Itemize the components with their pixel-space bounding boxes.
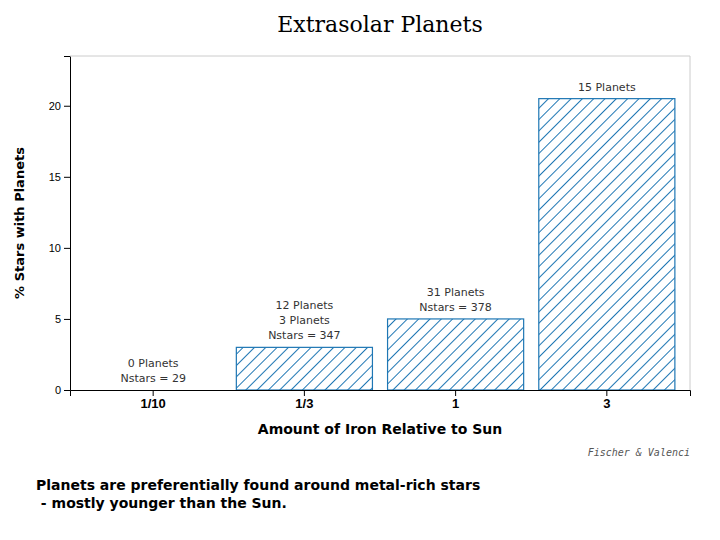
x-tick-mark: [153, 390, 154, 396]
annotation: Nstars = 29: [120, 372, 185, 385]
bar: [539, 99, 675, 390]
frame-top: [70, 56, 690, 57]
caption-line: - mostly younger than the Sun.: [36, 495, 287, 511]
annotation: 0 Planets: [128, 357, 179, 370]
plot: 0 5 10 15 20 1/10 1/3 1 3 Nstars = 29 Nstars = 347…: [12, 56, 691, 458]
y-tick: 20: [49, 100, 70, 112]
y-tick: 5: [55, 313, 70, 325]
annotation: Nstars = 378: [419, 301, 491, 314]
annotation: 15 Planets: [578, 81, 636, 94]
y-tick-label: 10: [49, 242, 61, 254]
chart: 0 5 10 15 20 1/10 1/3 1 3 Nstars = 29 Nstars = 347…: [0, 0, 720, 540]
x-axis-line: [71, 391, 691, 397]
bar: [388, 319, 524, 390]
y-tick: 15: [49, 171, 70, 183]
x-tick: 1: [452, 390, 459, 411]
annotation: Nstars = 347: [268, 329, 340, 342]
x-tick-label: 1/3: [295, 396, 313, 411]
bar: [85, 389, 221, 390]
x-tick: 3: [603, 390, 610, 411]
x-axis: 1/10 1/3 1 3: [71, 390, 691, 411]
x-tick-mark: [304, 390, 305, 396]
y-tick-label: 0: [55, 384, 61, 396]
y-tick-mark: [64, 248, 70, 249]
annotation: 31 Planets: [427, 286, 485, 299]
x-tick: 1/3: [295, 390, 313, 411]
frame-right: [690, 56, 691, 390]
annotation: 3 Planets: [279, 314, 330, 327]
y-tick: 10: [49, 242, 70, 254]
y-tick-mark: [64, 319, 70, 320]
y-tick-label: 20: [49, 100, 61, 112]
y-axis: 0 5 10 15 20: [49, 57, 71, 397]
x-tick-label: 3: [603, 396, 610, 411]
bar: [236, 347, 372, 390]
x-tick: 1/10: [141, 390, 166, 411]
x-axis-title: Amount of Iron Relative to Sun: [258, 421, 502, 437]
title: Extrasolar Planets: [277, 12, 482, 37]
annotation: 12 Planets: [276, 299, 334, 312]
x-tick-label: 1/10: [141, 396, 166, 411]
credit: Fischer & Valenci: [588, 447, 690, 458]
y-tick-label: 5: [55, 313, 61, 325]
x-tick-label: 1: [452, 396, 459, 411]
caption-line: Planets are preferentially found around …: [36, 477, 480, 493]
caption: Planets are preferentially found around …: [36, 477, 480, 511]
bars: [236, 99, 675, 390]
y-tick: 0: [55, 384, 70, 396]
y-tick-mark: [64, 177, 70, 178]
y-axis-line: [64, 57, 71, 391]
x-tick-mark: [455, 390, 456, 396]
x-tick-mark: [606, 390, 607, 396]
y-tick-label: 15: [49, 171, 61, 183]
y-tick-mark: [64, 390, 70, 391]
y-axis-title: % Stars with Planets: [12, 147, 27, 299]
y-tick-mark: [64, 106, 70, 107]
